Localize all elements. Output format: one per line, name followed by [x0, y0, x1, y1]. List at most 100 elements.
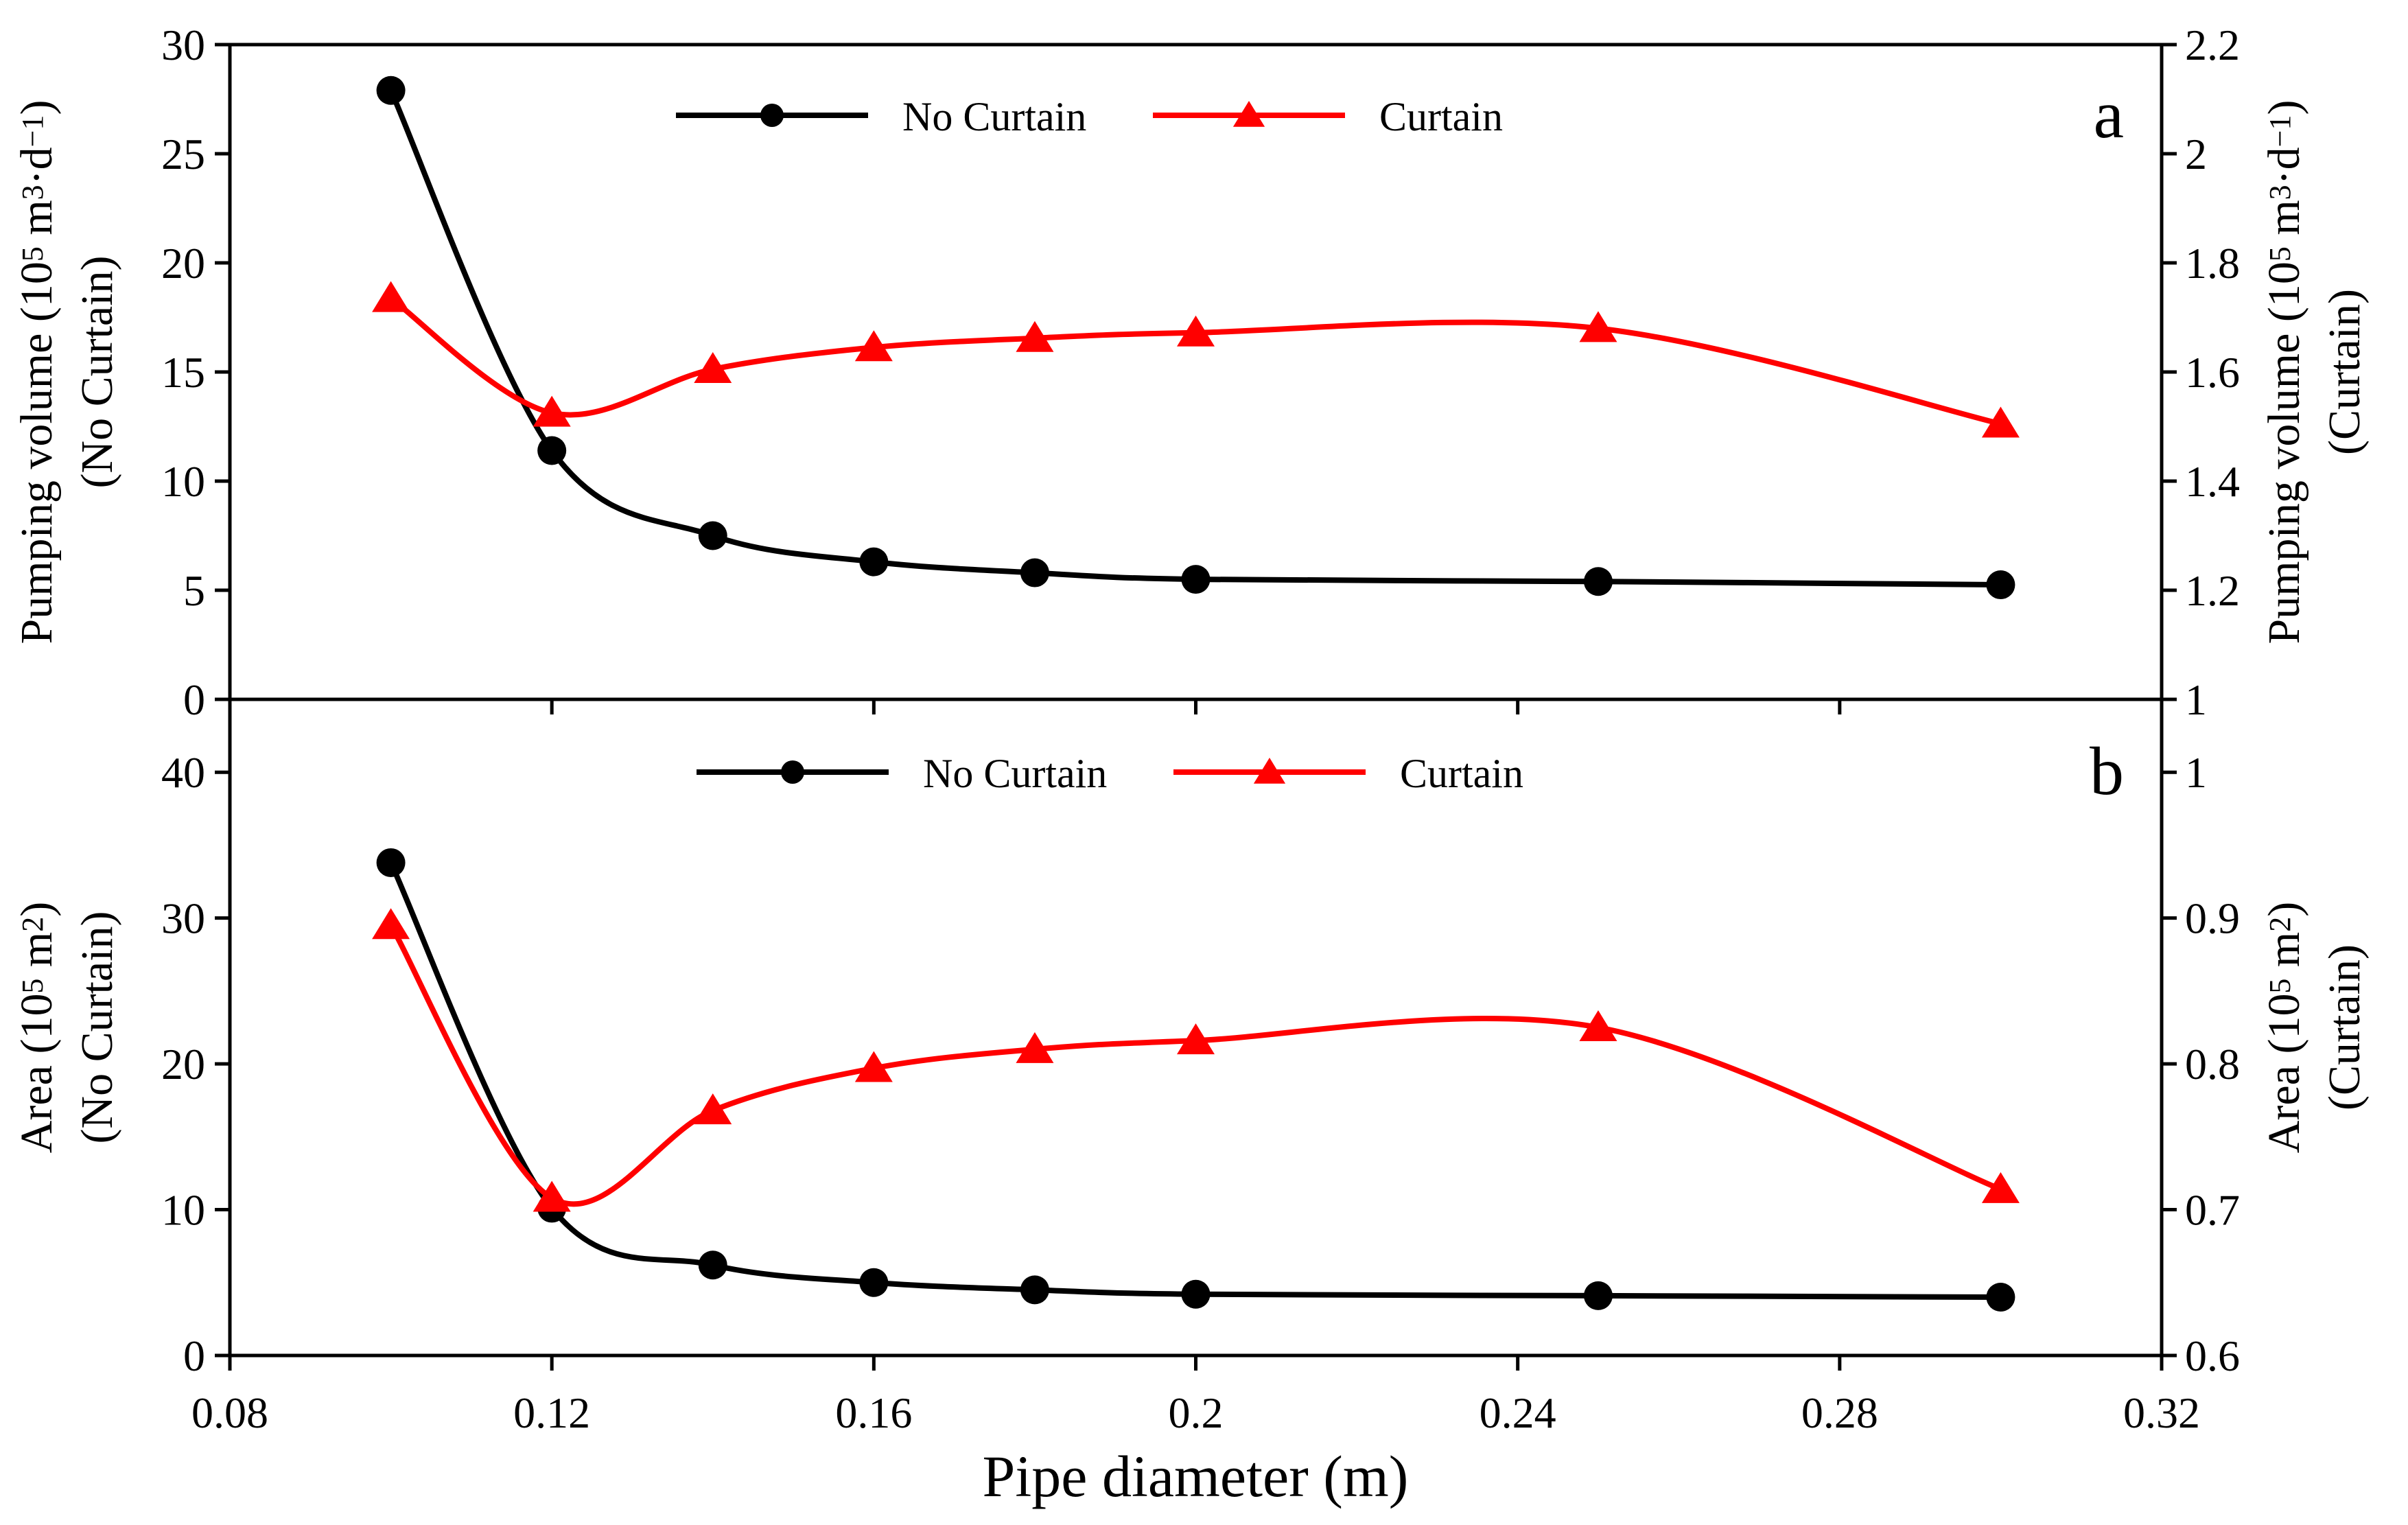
data-point [537, 436, 567, 465]
x-axis-title: Pipe diameter (m) [983, 1443, 1409, 1509]
data-point [694, 1093, 732, 1125]
data-point [1981, 406, 2020, 438]
left-tick-label: 40 [161, 748, 205, 797]
left-axis-title-part: Area (10 [12, 994, 62, 1154]
panel-label: a [2094, 76, 2124, 152]
right-axis-title-part: ·d [2259, 147, 2309, 185]
legend-marker [1253, 758, 1286, 784]
right-tick-label: 0.8 [2185, 1040, 2240, 1089]
right-axis-title-part: m [2259, 200, 2309, 246]
data-point [859, 1268, 889, 1297]
right-axis-title-part: Area (10 [2259, 994, 2309, 1154]
right-axis-title-part: m [2259, 932, 2309, 979]
data-point [694, 352, 732, 384]
right-axis-title-part: 5 [2263, 246, 2297, 261]
data-point [1986, 570, 2015, 600]
data-point [1981, 1172, 2020, 1203]
right-tick-label: 1.8 [2185, 239, 2240, 288]
data-point [698, 1250, 727, 1280]
panel-a: 0 5 10 15 20 25 30 1 1.2 1.4 1.6 1.8 2 2.2 No Curtain C… [12, 21, 2370, 724]
legend-marker [1232, 101, 1265, 127]
right-axis-title-part: ) [2259, 100, 2309, 115]
right-tick-label: 0.7 [2185, 1186, 2240, 1235]
data-point [1181, 565, 1211, 594]
left-axis-title-part: m [12, 200, 62, 246]
data-point [1583, 1281, 1613, 1310]
left-axis-title-part: 5 [16, 979, 49, 994]
left-tick-label: 20 [161, 1040, 205, 1089]
data-point [533, 395, 571, 427]
x-tick-label: 0.2 [1169, 1388, 1224, 1437]
left-axis-title: Pumping volume (105 m3·d−1) [12, 100, 62, 644]
data-point [698, 521, 727, 550]
right-tick-label: 1 [2185, 675, 2207, 724]
data-point [372, 908, 410, 940]
series-line-curtain [388, 924, 2002, 1207]
left-tick-label: 20 [161, 239, 205, 288]
left-axis-title-part: Pumping volume (10 [12, 261, 62, 644]
x-tick-label: 0.08 [191, 1388, 268, 1437]
legend-marker [781, 760, 804, 784]
right-axis-title-part: Pumping volume (10 [2259, 261, 2309, 644]
left-axis-title-part: −1 [16, 115, 49, 148]
right-tick-label: 1.6 [2185, 348, 2240, 397]
left-axis-title-part: ) [12, 100, 62, 115]
left-tick-label: 0 [183, 1331, 205, 1380]
left-axis-title-part: 2 [16, 917, 49, 932]
right-axis-title-part: 3 [2263, 185, 2297, 200]
legend-label: Curtain [1379, 94, 1503, 139]
right-tick-label: 1 [2185, 748, 2207, 797]
data-point [1583, 567, 1613, 596]
data-point [1016, 1032, 1054, 1063]
data-point [859, 547, 889, 577]
data-point [1020, 1275, 1049, 1305]
left-axis-title-part: 5 [16, 246, 49, 261]
right-axis-title-line2: (Curtain) [2319, 944, 2370, 1110]
left-tick-label: 10 [161, 457, 205, 506]
data-point [854, 330, 893, 362]
right-tick-label: 0.6 [2185, 1331, 2240, 1380]
right-tick-label: 1.4 [2185, 457, 2240, 506]
x-tick-label: 0.12 [513, 1388, 590, 1437]
left-tick-label: 10 [161, 1186, 205, 1235]
data-point [376, 848, 406, 877]
right-tick-label: 2 [2185, 130, 2207, 178]
panel-label: b [2090, 733, 2124, 809]
left-axis-title-part: 3 [16, 185, 49, 200]
right-tick-label: 0.9 [2185, 894, 2240, 943]
panel-b: 0 10 20 30 40 0.6 0.7 0.8 0.9 1 No Curtain Curtain b… [12, 733, 2370, 1380]
legend-marker [760, 104, 784, 127]
x-tick-label: 0.24 [1480, 1388, 1556, 1437]
legend-label: No Curtain [902, 94, 1086, 139]
left-tick-label: 5 [183, 566, 205, 615]
data-point [372, 281, 410, 312]
left-tick-label: 30 [161, 894, 205, 943]
data-point [1181, 1279, 1211, 1309]
left-axis-title: Area (105 m2) [12, 902, 62, 1154]
data-point [1020, 558, 1049, 587]
legend-label: Curtain [1400, 751, 1523, 796]
left-axis-title-part: ) [12, 902, 62, 917]
data-point [1986, 1283, 2015, 1312]
right-axis-title-part: 5 [2263, 979, 2297, 994]
right-axis-title-part: −1 [2263, 115, 2297, 148]
data-point [1579, 1010, 1617, 1041]
right-tick-label: 1.2 [2185, 566, 2240, 615]
right-tick-label: 2.2 [2185, 21, 2240, 69]
left-tick-label: 15 [161, 348, 205, 397]
right-axis-title: Pumping volume (105 m3·d−1) [2259, 100, 2309, 644]
x-tick-label: 0.16 [835, 1388, 912, 1437]
x-axis: 0.08 0.12 0.16 0.2 0.24 0.28 0.32 [191, 699, 2200, 1437]
x-tick-label: 0.28 [1801, 1388, 1878, 1437]
left-axis-title-line2: (No Curtain) [72, 255, 122, 488]
right-axis-title: Area (105 m2) [2259, 902, 2309, 1154]
right-axis-title-part: ) [2259, 902, 2309, 917]
right-axis-title-line2: (Curtain) [2319, 289, 2370, 455]
left-tick-label: 25 [161, 130, 205, 178]
data-point [1177, 1023, 1215, 1055]
legend-label: No Curtain [923, 751, 1107, 796]
x-tick-label: 0.32 [2123, 1388, 2200, 1437]
data-point [1177, 315, 1215, 347]
data-point [1579, 311, 1617, 342]
